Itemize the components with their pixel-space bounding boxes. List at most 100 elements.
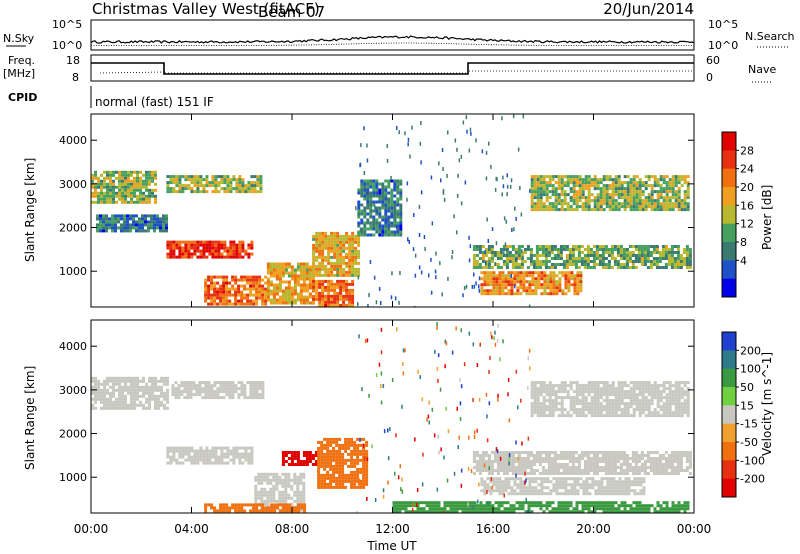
heatmap-cell (380, 301, 382, 305)
heatmap-cell (102, 229, 105, 233)
heatmap-cell (220, 255, 224, 259)
heatmap-cell (560, 178, 564, 182)
heatmap-cell (336, 246, 340, 250)
heatmap-cell (231, 390, 235, 394)
heatmap-cell (311, 457, 315, 460)
heatmap-cell (526, 457, 530, 460)
heatmap-cell (315, 291, 319, 295)
heatmap-cell (396, 179, 400, 183)
heatmap-cell (207, 390, 211, 394)
heatmap-cell (564, 492, 568, 496)
heatmap-cell (677, 181, 681, 185)
heatmap-cell (555, 286, 559, 290)
heatmap-cell (530, 196, 534, 200)
heatmap-cell (399, 194, 403, 198)
heatmap-cell (247, 246, 251, 250)
heatmap-cell (574, 451, 578, 454)
heatmap-cell (318, 231, 322, 235)
heatmap-cell (276, 503, 280, 507)
heatmap-cell (468, 235, 470, 240)
heatmap-cell (579, 286, 583, 290)
heatmap-cell (330, 303, 334, 307)
heatmap-cell (602, 184, 606, 188)
heatmap-cell (610, 451, 614, 454)
heatmap-cell (631, 260, 635, 263)
heatmap-cell (302, 286, 306, 290)
heatmap-cell (279, 503, 283, 507)
heatmap-cell (656, 205, 660, 209)
heatmap-cell (431, 221, 434, 226)
heatmap-cell (686, 175, 690, 179)
heatmap-cell (548, 390, 552, 394)
heatmap-cell (151, 385, 154, 389)
heatmap-cell (613, 463, 617, 466)
heatmap-cell (548, 381, 552, 385)
heatmap-cell (241, 187, 245, 191)
heatmap-cell (372, 227, 376, 231)
heatmap-cell (517, 451, 521, 454)
heatmap-cell (284, 280, 288, 284)
heatmap-cell (595, 263, 599, 266)
heatmap-cell (345, 285, 349, 289)
heatmap-cell (272, 493, 276, 497)
heatmap-cell (339, 297, 343, 301)
heatmap-cell (302, 274, 306, 278)
heatmap-cell (499, 460, 503, 463)
heatmap-cell (115, 200, 118, 204)
heatmap-cell (296, 451, 300, 454)
heatmap-cell (662, 181, 666, 185)
heatmap-cell (544, 263, 548, 266)
heatmap-cell (384, 191, 388, 195)
heatmap-cell (336, 303, 340, 307)
heatmap-cell (502, 248, 506, 251)
heatmap-cell (229, 243, 233, 247)
heatmap-cell (387, 203, 391, 207)
heatmap-cell (275, 298, 279, 302)
heatmap-cell (217, 181, 221, 185)
heatmap-cell (225, 387, 229, 391)
heatmap-cell (210, 393, 214, 397)
heatmap-cell (419, 141, 422, 146)
heatmap-cell (296, 268, 300, 272)
heatmap-cell (321, 285, 325, 289)
heatmap-cell (646, 266, 650, 269)
heatmap-cell (570, 483, 574, 487)
heatmap-cell (568, 469, 572, 472)
heatmap-cell (561, 480, 565, 484)
heatmap-cell (223, 246, 227, 250)
heatmap-cell (267, 509, 271, 513)
heatmap-cell (290, 478, 294, 482)
heatmap-cell (278, 277, 282, 281)
heatmap-cell (577, 266, 581, 269)
heatmap-cell (596, 178, 600, 182)
heatmap-cell (220, 452, 224, 456)
heatmap-cell (333, 243, 337, 247)
heatmap-cell (451, 250, 454, 254)
heatmap-cell (172, 455, 176, 459)
colorbar-swatch (722, 168, 736, 188)
heatmap-cell (622, 460, 626, 463)
heatmap-cell (607, 454, 611, 457)
heatmap-cell (189, 381, 193, 385)
heatmap-cell (139, 179, 142, 183)
heatmap-cell (252, 302, 256, 306)
heatmap-cell (332, 452, 336, 456)
heatmap-cell (326, 443, 330, 447)
heatmap-cell (336, 237, 340, 241)
heatmap-cell (566, 396, 570, 400)
heatmap-cell (586, 472, 590, 475)
heatmap-cell (345, 282, 349, 286)
heatmap-cell (396, 224, 400, 228)
heatmap-cell (106, 388, 109, 392)
heatmap-cell (165, 226, 168, 230)
heatmap-cell (329, 458, 333, 462)
colorbar-frame (721, 131, 737, 298)
heatmap-cell (653, 199, 657, 203)
heatmap-cell (533, 381, 537, 385)
heatmap-cell (480, 483, 484, 487)
heatmap-cell (640, 457, 644, 460)
heatmap-cell (103, 176, 106, 180)
heatmap-cell (542, 181, 546, 185)
heatmap-cell (341, 470, 345, 474)
